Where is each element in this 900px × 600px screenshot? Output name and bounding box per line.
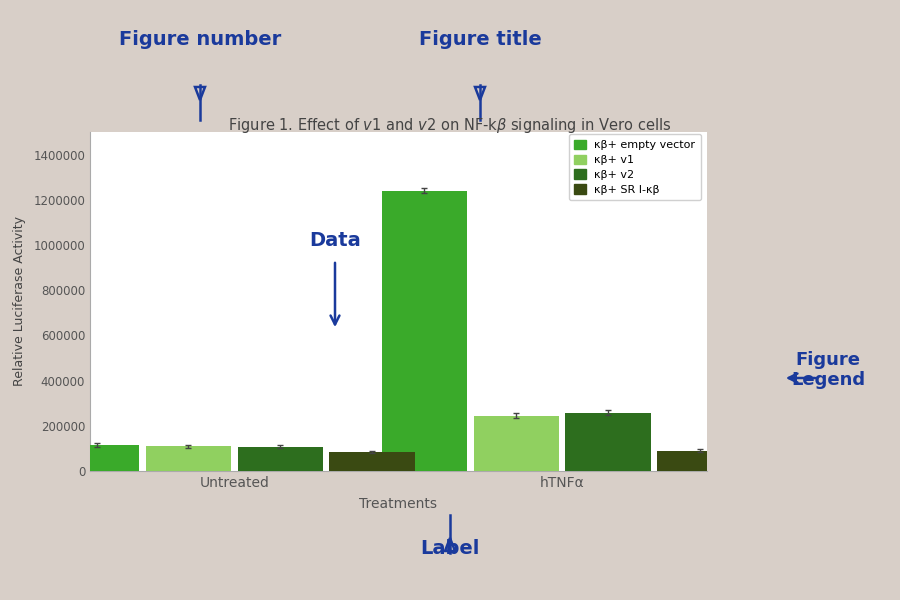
Text: Figure number: Figure number <box>119 30 281 49</box>
Bar <box>329 452 415 471</box>
Bar <box>382 191 467 471</box>
Legend: κβ+ empty vector, κβ+ v1, κβ+ v2, κβ+ SR I-κβ: κβ+ empty vector, κβ+ v1, κβ+ v2, κβ+ SR… <box>569 134 701 200</box>
Bar <box>238 446 323 471</box>
Text: Label: Label <box>420 539 480 558</box>
Text: Figure 1. Effect of $\it{v1}$ and $\it{v2}$ on NF-k$\beta$ signaling in Vero cel: Figure 1. Effect of $\it{v1}$ and $\it{v… <box>229 116 671 135</box>
Text: Figure
Legend: Figure Legend <box>791 350 865 389</box>
Bar <box>146 446 231 471</box>
X-axis label: Treatments: Treatments <box>359 497 437 511</box>
Bar <box>54 445 140 471</box>
Bar <box>473 416 559 471</box>
Text: Figure title: Figure title <box>418 30 542 49</box>
Y-axis label: Relative Luciferase Activity: Relative Luciferase Activity <box>14 217 26 386</box>
Text: Data: Data <box>309 231 361 250</box>
Bar <box>657 451 742 471</box>
Bar <box>565 413 651 471</box>
